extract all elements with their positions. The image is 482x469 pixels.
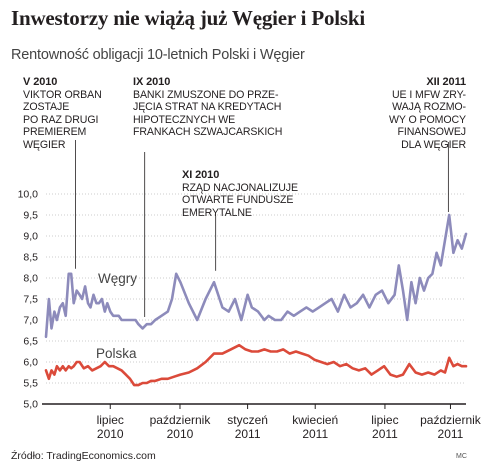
annotation-dec-2011: XII 2011 UE I MFW ZRY- WAJĄ ROZMO- WY O POM…	[389, 76, 466, 152]
annotation-text-line: JĘCIA STRAT NA KREDYTACH	[133, 101, 282, 114]
chart-subtitle: Rentowność obligacji 10-letnich Polski i…	[11, 47, 305, 63]
y-axis: 5,0 5,5 6,0 6,5 7,0 7,5 8,0 8,5 9,0 9,5 10,0	[18, 189, 39, 411]
y-tick-label: 7,0	[23, 315, 38, 327]
x-tick-label: 2011	[302, 427, 328, 441]
annotation-text-line: RZĄD NACJONALIZUJE	[182, 181, 298, 194]
annotation-text-line: HIPOTECZNYCH WE	[133, 113, 236, 126]
annotation-text-line: PREMIEREM	[23, 126, 87, 139]
source-note: Źródło: TradingEconomics.com	[11, 450, 156, 462]
y-tick-label: 5,0	[23, 399, 38, 411]
x-tick-label: październik	[420, 413, 482, 427]
annotation-text-line: BANKI ZMUSZONE DO PRZE-	[133, 88, 279, 101]
x-tick-label: 2010	[167, 427, 194, 441]
y-tick-label: 7,5	[23, 294, 38, 306]
annotation-text-line: FINANSOWEJ	[397, 126, 467, 139]
annotation-text-line: EMERYTALNE	[182, 206, 252, 219]
author-credit: MC	[456, 453, 467, 460]
series-line-hungary	[44, 213, 468, 339]
annotation-text-line: WAJĄ ROZMO-	[392, 101, 466, 114]
annotation-may-2010: V 2010 VIKTOR ORBAN ZOSTAJE PO RAZ DRUGI PRE…	[23, 76, 102, 152]
x-tick-label: lipiec	[371, 413, 398, 427]
series-label-poland: Polska	[96, 346, 137, 361]
x-tick-label: 2011	[372, 427, 398, 441]
series-lines	[44, 213, 468, 387]
x-axis: lipiec2010październik2010styczeń2011kwie…	[42, 403, 482, 441]
y-tick-label: 9,0	[23, 231, 38, 243]
annotation-sep-2010: IX 2010 BANKI ZMUSZONE DO PRZE- JĘCIA STRA…	[133, 76, 282, 139]
annotation-date: V 2010	[23, 76, 58, 88]
annotation-text-line: WY O POMOCY	[389, 113, 466, 126]
y-tick-label: 8,5	[23, 252, 38, 264]
x-tick-label: październik	[150, 413, 212, 427]
y-tick-label: 9,5	[23, 210, 38, 222]
annotation-text-line: FRANKACH SZWAJCARSKICH	[133, 126, 283, 139]
y-tick-label: 8,0	[23, 273, 38, 285]
y-tick-label: 6,5	[23, 336, 38, 348]
annotation-text-line: VIKTOR ORBAN	[23, 88, 102, 101]
x-tick-label: 2011	[235, 427, 261, 441]
y-tick-label: 6,0	[23, 357, 38, 369]
chart-gridlines	[46, 193, 466, 384]
x-tick-label: lipiec	[97, 413, 124, 427]
annotation-date: XI 2010	[182, 169, 220, 181]
x-tick-label: kwiecień	[292, 413, 338, 427]
series-line-poland	[44, 343, 468, 387]
x-tick-label: 2010	[97, 427, 124, 441]
annotation-text-line: ZOSTAJE	[23, 101, 70, 114]
annotation-text-line: OTWARTE FUNDUSZE	[182, 194, 294, 207]
x-tick-label: 2011	[438, 427, 464, 441]
x-tick-label: styczeń	[227, 413, 268, 427]
chart-title: Inwestorzy nie wiążą już Węgier i Polski	[11, 6, 366, 30]
annotation-text-line: UE I MFW ZRY-	[391, 88, 466, 101]
y-tick-label: 10,0	[18, 189, 39, 201]
annotation-leader-lines	[75, 140, 449, 317]
annotation-date: IX 2010	[133, 76, 171, 88]
annotation-text-line: WĘGIER	[23, 138, 66, 151]
y-tick-label: 5,5	[23, 378, 38, 390]
annotation-text-line: DLA WĘGIER	[401, 138, 466, 151]
series-label-hungary: Węgry	[98, 271, 138, 286]
annotation-date: XII 2011	[426, 76, 466, 88]
annotation-nov-2010: XI 2010 RZĄD NACJONALIZUJE OTWARTE FUNDUSZ…	[182, 169, 298, 219]
annotation-text-line: PO RAZ DRUGI	[23, 113, 99, 126]
